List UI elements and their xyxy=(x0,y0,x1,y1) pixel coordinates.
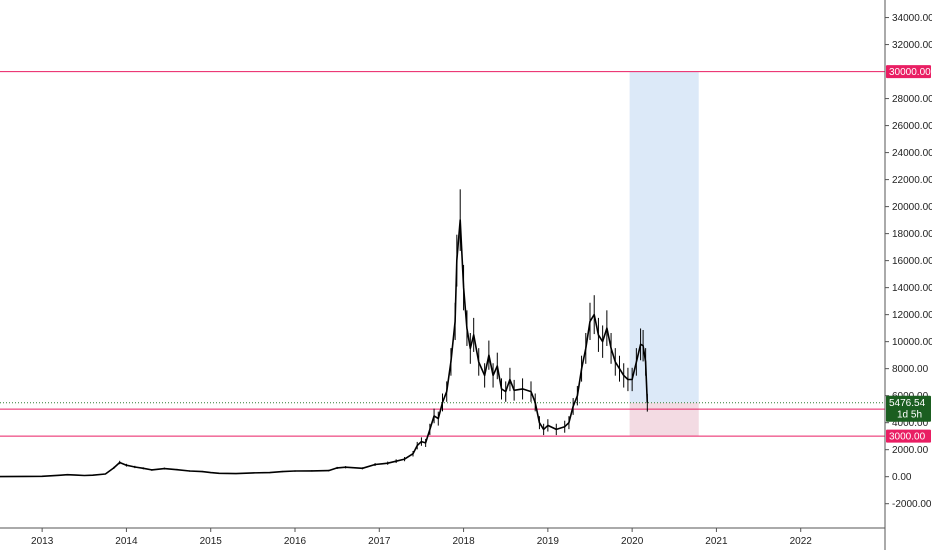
y-tick-label: 20000.00 xyxy=(892,202,932,213)
x-tick-label: 2015 xyxy=(200,536,223,547)
y-tick-label: 0.00 xyxy=(892,472,912,483)
x-tick-label: 2020 xyxy=(621,536,644,547)
x-tick-label: 2022 xyxy=(790,536,813,547)
y-tick-label: 22000.00 xyxy=(892,175,932,186)
loss-zone xyxy=(629,402,699,437)
y-tick-label: 34000.00 xyxy=(892,13,932,24)
y-tick-label: -2000.00 xyxy=(892,499,932,510)
horizontal-levels xyxy=(0,71,885,437)
level-tag-0-bg xyxy=(886,65,931,79)
x-tick-label: 2014 xyxy=(115,536,138,547)
level-tag-0-text: 30000.00 xyxy=(889,67,931,78)
y-tick-label: 10000.00 xyxy=(892,337,932,348)
current-price-bg xyxy=(886,395,931,422)
current-price-text: 5476.54 xyxy=(889,398,926,409)
y-tick-label: 12000.00 xyxy=(892,310,932,321)
profit-zone xyxy=(629,71,699,403)
level-tag-1-bg xyxy=(886,429,931,443)
y-tick-label: 2000.00 xyxy=(892,445,929,456)
x-tick-label: 2013 xyxy=(31,536,54,547)
y-tick-label: 24000.00 xyxy=(892,148,932,159)
x-tick-label: 2021 xyxy=(705,536,728,547)
x-tick-label: 2019 xyxy=(537,536,560,547)
y-tick-label: 4000.00 xyxy=(892,418,929,429)
y-tick-label: 32000.00 xyxy=(892,40,932,51)
y-tick-label: 26000.00 xyxy=(892,121,932,132)
level-tag-1-text: 3000.00 xyxy=(889,432,926,443)
y-tick-label: 8000.00 xyxy=(892,364,929,375)
x-tick-label: 2016 xyxy=(284,536,307,547)
price-series xyxy=(0,189,649,478)
x-tick-label: 2018 xyxy=(452,536,475,547)
y-tick-label: 14000.00 xyxy=(892,283,932,294)
position-zones xyxy=(629,71,699,437)
y-tick-label: 18000.00 xyxy=(892,229,932,240)
y-tick-label: 16000.00 xyxy=(892,256,932,267)
x-tick-label: 2017 xyxy=(368,536,391,547)
countdown-text: 1d 5h xyxy=(897,410,922,421)
y-tick-label: 28000.00 xyxy=(892,94,932,105)
price-line xyxy=(0,219,649,478)
